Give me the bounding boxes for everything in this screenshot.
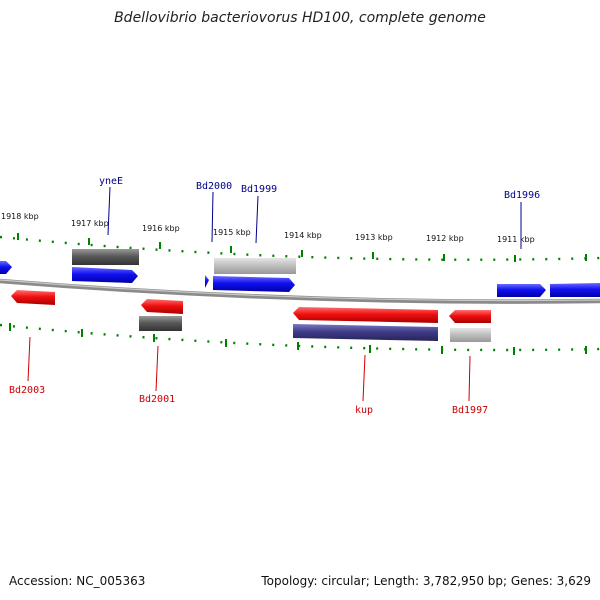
feature-block-dark[interactable] [72,249,139,265]
gene-label-yneE[interactable]: yneE [99,176,123,187]
forward-strand-genes [0,261,600,297]
feature-track-lower [139,316,491,342]
gene-labels-bottom: Bd2003 Bd2001 kup Bd1997 [9,336,488,416]
genome-backbone-highlight [0,279,600,302]
scale-ring-inner [0,323,600,352]
feature-block-purple[interactable] [293,324,438,341]
gene-labels-top: yneE Bd2000 Bd1999 Bd1996 [99,176,540,249]
gene-arrow-reverse[interactable] [293,307,438,323]
scale-label: 1913 kbp [355,233,393,242]
scale-label: 1914 kbp [284,231,322,240]
gene-label-bd1997[interactable]: Bd1997 [452,405,488,416]
scale-label: 1918 kbp [1,212,39,221]
map-title: Bdellovibrio bacteriovorus HD100, comple… [114,10,486,26]
genome-backbone [0,278,600,304]
label-leader [27,336,31,382]
scale-label: 1915 kbp [213,228,251,237]
gene-arrow-forward[interactable] [550,283,600,297]
gene-label-bd1999[interactable]: Bd1999 [241,184,277,195]
label-leader [155,345,159,392]
major-ticks-outer [17,233,587,262]
gene-label-bd1996[interactable]: Bd1996 [504,190,540,201]
feature-block-dark[interactable] [139,316,182,331]
label-leader [107,186,111,236]
gene-arrow-forward[interactable] [72,267,138,283]
accession-text: Accession: NC_005363 [9,574,146,588]
gene-label-bd2000[interactable]: Bd2000 [196,181,232,192]
scale-label: 1917 kbp [71,219,109,228]
gene-arrow-reverse[interactable] [11,290,55,305]
gene-arrow-forward[interactable] [205,275,209,288]
reverse-strand-genes [11,290,491,323]
scale-label: 1911 kbp [497,235,535,244]
label-leader [255,195,259,244]
scale-labels: 1918 kbp 1917 kbp 1916 kbp 1915 kbp 1914… [1,212,535,244]
gene-label-kup[interactable]: kup [355,405,373,416]
gene-arrow-forward[interactable] [497,284,546,297]
gene-label-bd2003[interactable]: Bd2003 [9,385,45,396]
scale-label: 1916 kbp [142,224,180,233]
genome-summary-text: Topology: circular; Length: 3,782,950 bp… [261,574,591,588]
gene-label-bd2001[interactable]: Bd2001 [139,394,175,405]
label-leader [211,191,214,243]
gene-arrow-reverse[interactable] [141,299,183,314]
scale-label: 1912 kbp [426,234,464,243]
feature-track-upper [72,249,296,274]
gene-arrow-forward[interactable] [213,276,295,292]
feature-block-light[interactable] [214,258,296,274]
feature-block-light[interactable] [450,328,491,342]
major-ticks-inner [9,323,587,355]
label-leader [468,355,471,402]
gene-arrow-reverse[interactable] [449,310,491,323]
gene-arrow-forward[interactable] [0,261,12,274]
label-leader [362,354,366,402]
scale-ring-outer [0,235,600,261]
